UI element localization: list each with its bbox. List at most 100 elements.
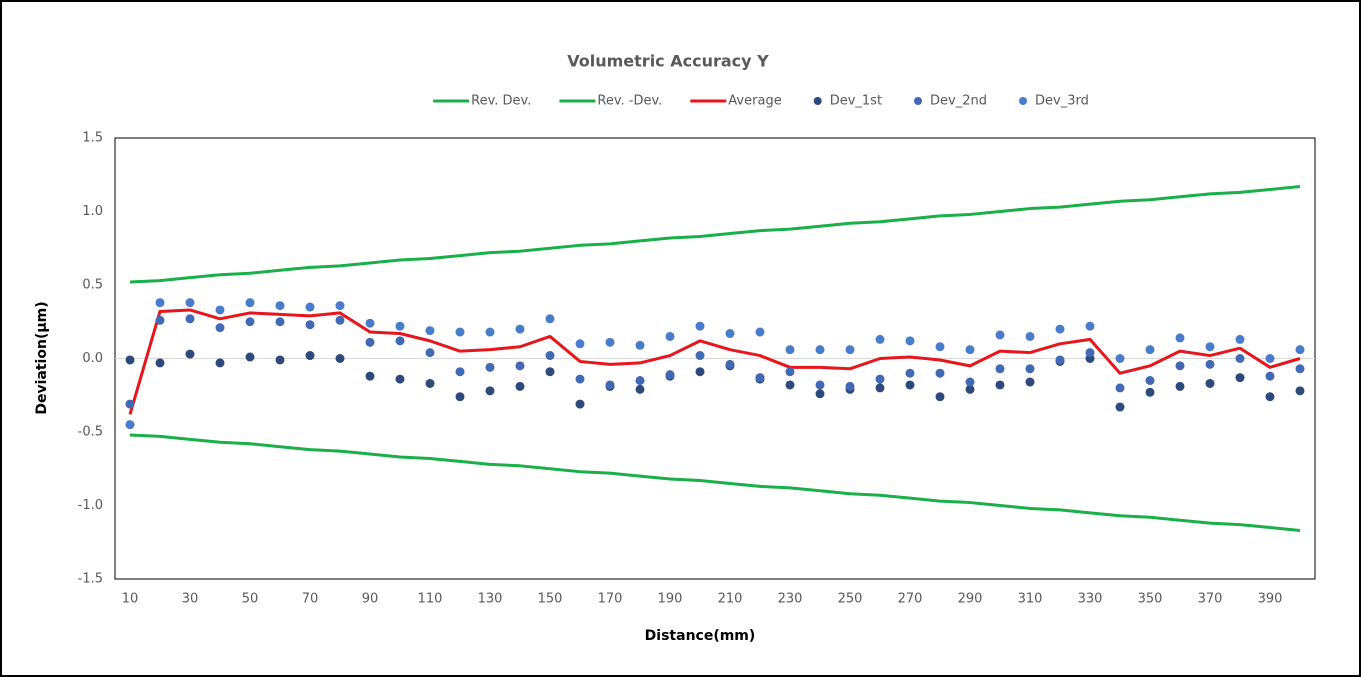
- series-line: [128, 308, 1301, 415]
- scatter-point: [905, 336, 915, 346]
- scatter-point: [755, 327, 765, 337]
- scatter-point: [785, 367, 795, 377]
- scatter-point: [1265, 354, 1275, 363]
- x-tick-label: 330: [1078, 592, 1103, 607]
- scatter-point: [1025, 377, 1035, 387]
- y-tick-label: -1.5: [78, 572, 103, 587]
- scatter-point: [155, 315, 165, 325]
- scatter-point: [335, 301, 345, 311]
- scatter-point: [485, 362, 495, 372]
- x-tick-label: 270: [898, 592, 923, 607]
- scatter-point: [245, 352, 255, 362]
- scatter-point: [275, 301, 285, 311]
- scatter-point: [605, 380, 615, 390]
- scatter-point: [1295, 386, 1305, 396]
- x-tick-label: 10: [122, 592, 139, 607]
- scatter-point: [665, 331, 675, 341]
- x-axis-title: Distance(mm): [645, 628, 756, 644]
- scatter-point: [245, 317, 255, 327]
- y-axis-title: Deviation(µm): [34, 301, 50, 414]
- scatter-point: [1115, 402, 1125, 412]
- legend-swatch: [1019, 97, 1028, 105]
- scatter-point: [1085, 321, 1095, 331]
- scatter-point: [785, 345, 795, 355]
- scatter-point: [845, 345, 855, 355]
- scatter-point: [455, 367, 465, 377]
- scatter-point: [635, 384, 645, 394]
- legend-label: Average: [728, 94, 781, 109]
- scatter-point: [335, 354, 345, 363]
- legend-label: Rev. Dev.: [471, 94, 531, 109]
- x-tick-label: 110: [418, 592, 443, 607]
- legend-swatch: [914, 97, 923, 105]
- scatter-point: [635, 376, 645, 386]
- scatter-point: [575, 399, 585, 409]
- scatter-point: [425, 348, 435, 358]
- series-line: [129, 433, 1301, 532]
- scatter-point: [1235, 354, 1245, 363]
- scatter-point: [305, 351, 315, 361]
- scatter-point: [665, 370, 675, 380]
- scatter-point: [395, 374, 405, 384]
- scatter-point: [845, 381, 855, 391]
- scatter-point: [1085, 348, 1095, 358]
- y-tick-label: 0.0: [82, 351, 103, 366]
- scatter-point: [545, 367, 555, 377]
- scatter-point: [245, 298, 255, 308]
- scatter-point: [875, 334, 885, 344]
- scatter-point: [1205, 378, 1215, 388]
- scatter-point: [875, 374, 885, 384]
- x-tick-label: 170: [598, 592, 623, 607]
- scatter-point: [1145, 345, 1155, 355]
- scatter-point: [725, 359, 735, 369]
- scatter-point: [905, 380, 915, 390]
- scatter-point: [725, 329, 735, 339]
- chart-title: Volumetric Accuracy Y: [567, 52, 769, 71]
- scatter-point: [125, 399, 135, 409]
- scatter-point: [155, 298, 165, 308]
- scatter-point: [485, 386, 495, 396]
- scatter-point: [1265, 371, 1275, 381]
- scatter-point: [995, 364, 1005, 374]
- x-tick-label: 90: [362, 592, 379, 607]
- scatter-point: [515, 381, 525, 391]
- y-tick-label: 0.5: [82, 278, 103, 293]
- scatter-point: [1115, 354, 1125, 363]
- scatter-point: [1265, 392, 1275, 402]
- scatter-point: [815, 389, 825, 399]
- scatter-point: [125, 355, 135, 365]
- scatter-point: [365, 318, 375, 328]
- scatter-point: [155, 358, 165, 368]
- scatter-point: [425, 378, 435, 388]
- legend-label: Dev_1st: [830, 94, 882, 109]
- scatter-point: [185, 349, 195, 359]
- scatter-point: [1175, 361, 1185, 371]
- scatter-point: [995, 330, 1005, 340]
- scatter-point: [305, 320, 315, 330]
- scatter-point: [1025, 364, 1035, 374]
- scatter-point: [215, 358, 225, 368]
- scatter-point: [1145, 376, 1155, 386]
- scatter-point: [545, 314, 555, 324]
- x-tick-label: 190: [658, 592, 683, 607]
- x-tick-label: 70: [302, 592, 319, 607]
- scatter-point: [305, 302, 315, 312]
- scatter-point: [1055, 355, 1065, 365]
- legend-label: Dev_2nd: [930, 94, 987, 109]
- scatter-point: [905, 368, 915, 378]
- scatter-point: [515, 361, 525, 371]
- scatter-point: [425, 326, 435, 336]
- scatter-point: [395, 321, 405, 331]
- scatter-point: [575, 374, 585, 384]
- x-tick-label: 310: [1018, 592, 1043, 607]
- scatter-point: [635, 340, 645, 350]
- scatter-point: [515, 324, 525, 334]
- scatter-point: [395, 336, 405, 346]
- scatter-point: [935, 342, 945, 352]
- scatter-point: [995, 380, 1005, 390]
- legend-label: Rev. -Dev.: [597, 94, 662, 109]
- scatter-point: [455, 327, 465, 337]
- scatter-point: [605, 337, 615, 347]
